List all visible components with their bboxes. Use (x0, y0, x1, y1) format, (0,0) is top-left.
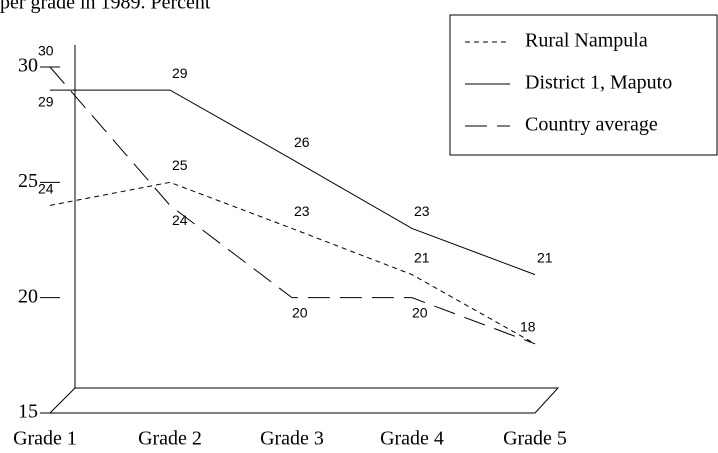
legend-box (449, 14, 718, 156)
data-label: 29 (38, 94, 54, 110)
y-tick-label: 25 (18, 170, 38, 192)
y-tick-label: 30 (18, 55, 38, 77)
data-label: 30 (38, 43, 54, 59)
y-tick-label: 15 (18, 401, 38, 423)
floor (48, 387, 560, 414)
data-label: 26 (294, 134, 310, 150)
legend-label: Country average (525, 114, 658, 136)
data-label: 29 (172, 65, 188, 81)
x-tick-label: Grade 4 (380, 428, 444, 450)
data-label: 20 (292, 304, 308, 320)
data-label: 21 (537, 249, 553, 265)
y-tick-label: 20 (18, 285, 38, 307)
x-tick-label: Grade 5 (503, 428, 567, 450)
legend-label: Rural Nampula (525, 30, 648, 52)
x-tick-label: Grade 1 (13, 428, 77, 450)
data-label: 24 (172, 212, 188, 228)
x-tick-label: Grade 3 (260, 428, 324, 450)
data-label: 23 (294, 203, 310, 219)
series-line (49, 66, 536, 345)
data-label: 18 (520, 319, 536, 335)
data-label: 20 (412, 304, 428, 320)
data-label: 24 (38, 181, 54, 197)
chart-title: per grade in 1989. Percent (0, 0, 211, 14)
data-label: 21 (414, 249, 430, 265)
legend-label: District 1, Maputo (525, 72, 672, 94)
series-line (50, 89, 536, 276)
data-label: 23 (414, 203, 430, 219)
series-line (49, 181, 536, 345)
x-tick-label: Grade 2 (138, 428, 202, 450)
data-label: 25 (172, 157, 188, 173)
